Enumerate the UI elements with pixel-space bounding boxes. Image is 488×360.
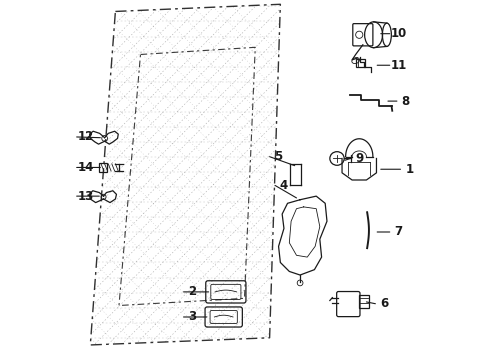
Text: 4: 4 <box>279 179 287 192</box>
Bar <box>99 163 107 172</box>
Text: 6: 6 <box>380 297 387 310</box>
Text: 8: 8 <box>401 95 409 108</box>
Text: 10: 10 <box>390 27 406 40</box>
Text: 11: 11 <box>390 59 406 72</box>
Text: 14: 14 <box>77 161 94 174</box>
Text: 13: 13 <box>78 190 94 203</box>
Bar <box>358 295 368 309</box>
Text: 7: 7 <box>394 225 402 238</box>
Text: 3: 3 <box>188 310 196 324</box>
Text: 5: 5 <box>274 150 282 163</box>
Bar <box>355 59 364 67</box>
Text: 2: 2 <box>188 285 196 298</box>
Text: 9: 9 <box>354 152 363 165</box>
Text: 12: 12 <box>78 130 94 144</box>
Text: 1: 1 <box>405 163 413 176</box>
